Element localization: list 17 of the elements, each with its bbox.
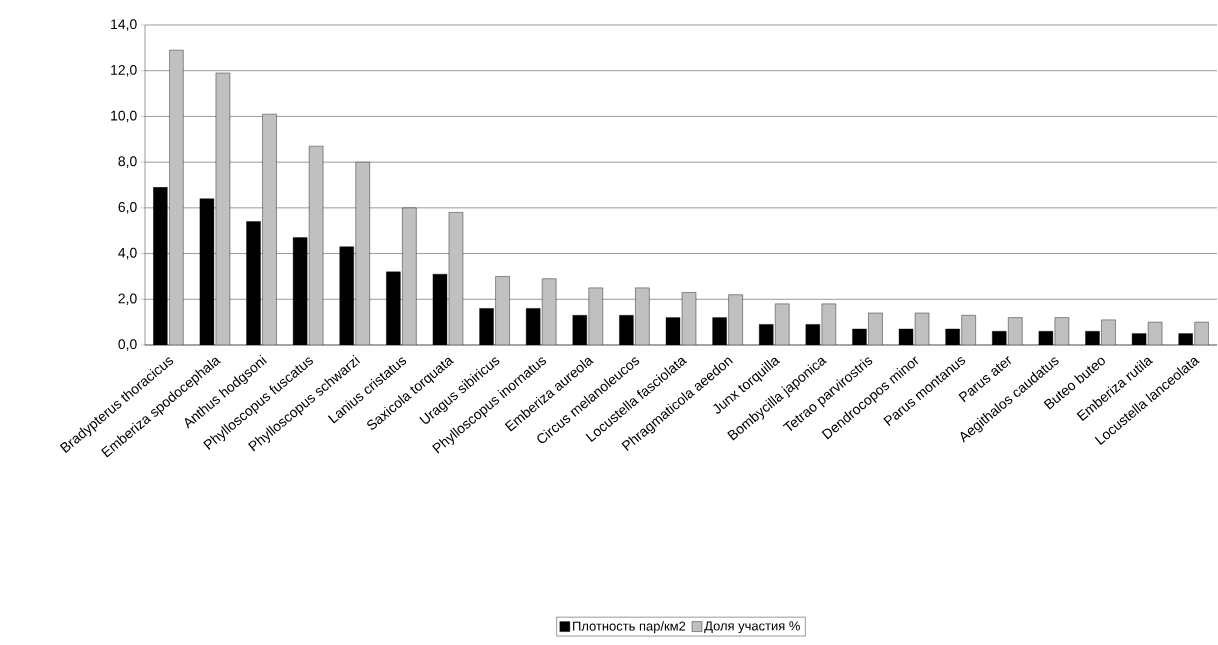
y-tick-label: 12,0: [111, 64, 137, 77]
y-tick-label: 6,0: [118, 202, 137, 214]
y-tick-label: 14,0: [111, 19, 137, 31]
y-tick-label: 0,0: [118, 339, 137, 351]
bar: [262, 113, 277, 345]
y-tick-label: 10,0: [111, 110, 137, 123]
y-tick-label: 8,0: [118, 156, 137, 168]
legend-label: Доля участия %: [704, 621, 800, 634]
legend-label: Плотность пар/км2: [573, 621, 686, 634]
bar: [355, 161, 370, 345]
y-tick-label: 4,0: [118, 247, 137, 260]
bar: [402, 207, 417, 345]
y-tick-label: 2,0: [118, 293, 137, 306]
bar: [495, 276, 510, 345]
bar: [541, 278, 557, 345]
bar: [728, 294, 743, 345]
bar: [169, 49, 184, 345]
